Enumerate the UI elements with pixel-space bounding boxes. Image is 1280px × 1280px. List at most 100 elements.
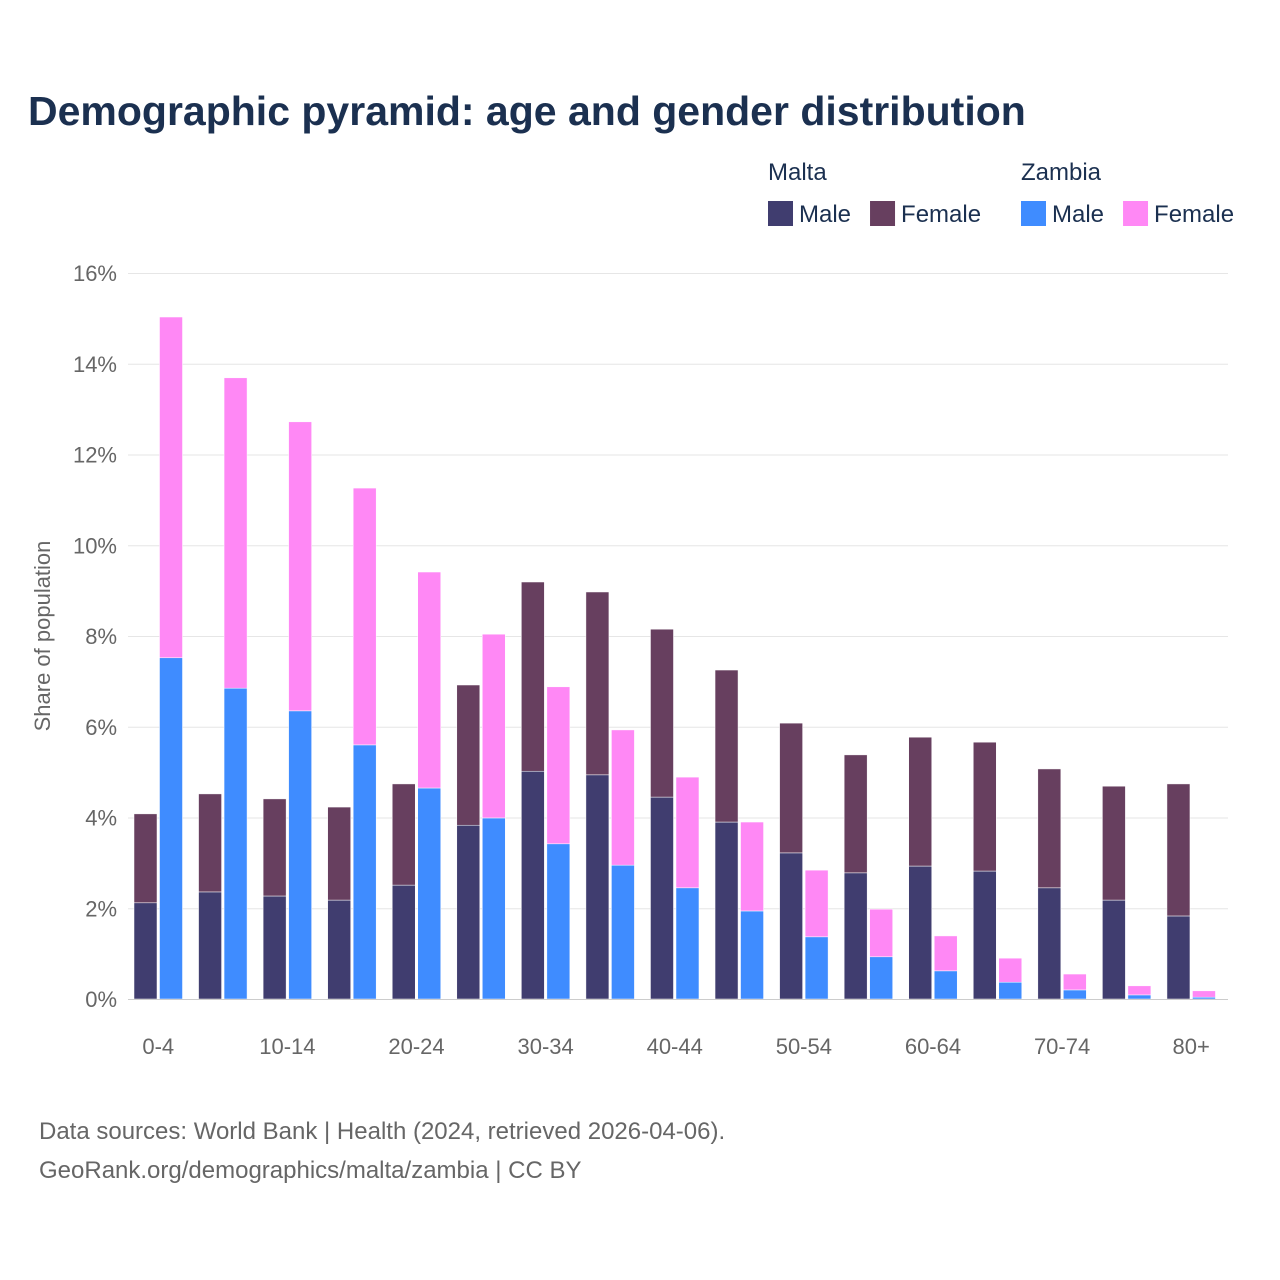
- bar-malta-male-40-44: [650, 796, 674, 1000]
- legend-swatch-malta-male: [768, 201, 793, 226]
- bar-malta-female-10-14: [262, 798, 287, 897]
- y-tick-label: 2%: [85, 896, 117, 921]
- bar-malta-male-60-64: [908, 865, 932, 1000]
- bar-zambia-male-5-9: [223, 687, 248, 1000]
- bar-zambia-male-60-64: [933, 970, 958, 1000]
- bar-zambia-male-15-19: [352, 744, 377, 1000]
- bar-malta-female-0-4: [133, 813, 158, 904]
- bar-zambia-female-60-64: [933, 935, 958, 972]
- bar-zambia-male-20-24: [417, 787, 441, 1000]
- bar-malta-female-40-44: [650, 628, 674, 798]
- x-tick-label: 10-14: [259, 1034, 315, 1059]
- y-tick-label: 14%: [73, 352, 117, 377]
- bar-zambia-male-70-74: [1063, 989, 1087, 1000]
- bar-malta-male-70-74: [1037, 887, 1062, 1000]
- bar-malta-female-55-59: [843, 754, 868, 874]
- bar-malta-female-65-69: [973, 741, 997, 872]
- bar-zambia-female-20-24: [417, 571, 441, 789]
- bar-zambia-male-35-39: [611, 864, 635, 1000]
- bar-zambia-female-45-49: [740, 821, 764, 912]
- bar-malta-male-30-34: [521, 770, 545, 1000]
- bar-malta-female-50-54: [779, 722, 803, 854]
- bar-zambia-female-75-79: [1127, 985, 1152, 996]
- legend-group-malta: Malta: [768, 159, 827, 186]
- x-tick-label: 70-74: [1034, 1034, 1090, 1059]
- bar-zambia-female-5-9: [223, 377, 248, 689]
- x-tick-label: 0-4: [142, 1034, 174, 1059]
- bar-malta-male-55-59: [843, 872, 868, 1000]
- bar-zambia-female-70-74: [1063, 973, 1087, 991]
- y-tick-label: 8%: [85, 624, 117, 649]
- bar-zambia-female-30-34: [546, 686, 571, 845]
- bar-zambia-female-50-54: [804, 869, 829, 938]
- bar-zambia-male-10-14: [288, 710, 312, 1000]
- footer-attribution: GeoRank.org/demographics/malta/zambia | …: [39, 1157, 581, 1184]
- x-tick-label: 30-34: [517, 1034, 573, 1059]
- bar-zambia-male-65-69: [998, 981, 1023, 1000]
- bar-zambia-male-75-79: [1127, 994, 1152, 1000]
- bar-malta-male-25-29: [456, 824, 481, 1000]
- footer-sources: Data sources: World Bank | Health (2024,…: [39, 1118, 725, 1145]
- bar-zambia-female-35-39: [611, 729, 635, 866]
- bar-malta-male-75-79: [1102, 899, 1126, 1000]
- bar-malta-female-45-49: [714, 669, 739, 823]
- bar-zambia-female-40-44: [675, 776, 700, 889]
- bar-zambia-female-25-29: [482, 633, 506, 819]
- bar-malta-female-80+: [1166, 783, 1191, 917]
- y-tick-label: 6%: [85, 715, 117, 740]
- bar-zambia-male-30-34: [546, 843, 571, 1000]
- bar-malta-male-65-69: [973, 870, 997, 1000]
- bar-malta-male-10-14: [262, 895, 287, 1000]
- x-tick-label: 20-24: [388, 1034, 444, 1059]
- bar-malta-female-35-39: [585, 591, 610, 776]
- legend: Malta Male Female Zambia Male Female: [768, 159, 1234, 228]
- x-tick-label: 40-44: [647, 1034, 703, 1059]
- legend-group-zambia: Zambia: [1021, 159, 1102, 186]
- bar-malta-male-0-4: [133, 902, 158, 1000]
- bar-zambia-male-80+: [1192, 996, 1216, 1000]
- bar-zambia-female-0-4: [159, 316, 183, 659]
- bar-malta-female-70-74: [1037, 768, 1062, 889]
- bar-zambia-male-0-4: [159, 657, 183, 1000]
- bar-malta-male-5-9: [198, 891, 222, 1000]
- y-tick-label: 12%: [73, 443, 117, 468]
- bar-zambia-male-40-44: [675, 887, 700, 1000]
- x-tick-label: 80+: [1173, 1034, 1210, 1059]
- bar-zambia-male-25-29: [482, 817, 506, 1000]
- bar-malta-female-75-79: [1102, 785, 1126, 901]
- y-axis-ticks: 0% 2% 4% 6% 8% 10% 12% 14% 16%: [73, 261, 117, 1012]
- legend-swatch-malta-female: [870, 201, 896, 226]
- legend-label-malta-female: Female: [901, 201, 981, 228]
- bar-zambia-female-80+: [1192, 990, 1216, 998]
- bar-zambia-male-55-59: [869, 956, 893, 1000]
- y-tick-label: 10%: [73, 533, 117, 558]
- chart-title: Demographic pyramid: age and gender dist…: [28, 88, 1026, 134]
- bar-zambia-female-65-69: [998, 957, 1023, 983]
- legend-label-malta-male: Male: [799, 201, 851, 228]
- y-tick-label: 4%: [85, 806, 117, 831]
- bar-zambia-male-45-49: [740, 910, 764, 1000]
- legend-swatch-zambia-male: [1021, 201, 1046, 226]
- bar-malta-female-15-19: [327, 806, 351, 901]
- y-axis-label: Share of population: [30, 541, 55, 732]
- x-axis-ticks: 0-4 10-14 20-24 30-34 40-44 50-54 60-64 70-74 80…: [142, 1034, 1210, 1059]
- bar-zambia-female-15-19: [352, 487, 377, 746]
- bar-malta-female-60-64: [908, 736, 932, 867]
- legend-swatch-zambia-female: [1123, 201, 1149, 226]
- legend-label-zambia-male: Male: [1052, 201, 1104, 228]
- bar-zambia-female-10-14: [288, 421, 312, 712]
- bar-malta-male-45-49: [714, 821, 739, 1000]
- x-tick-label: 50-54: [776, 1034, 832, 1059]
- bar-zambia-female-55-59: [869, 908, 893, 958]
- bar-malta-female-30-34: [521, 581, 545, 772]
- y-tick-label: 0%: [85, 987, 117, 1012]
- bar-malta-male-15-19: [327, 899, 351, 1000]
- bar-malta-female-20-24: [391, 783, 416, 886]
- y-tick-label: 16%: [73, 261, 117, 286]
- bar-zambia-male-50-54: [804, 936, 829, 1000]
- bar-malta-female-25-29: [456, 684, 481, 826]
- legend-label-zambia-female: Female: [1154, 201, 1234, 228]
- bar-malta-male-35-39: [585, 774, 610, 1000]
- bars: [133, 316, 1216, 1000]
